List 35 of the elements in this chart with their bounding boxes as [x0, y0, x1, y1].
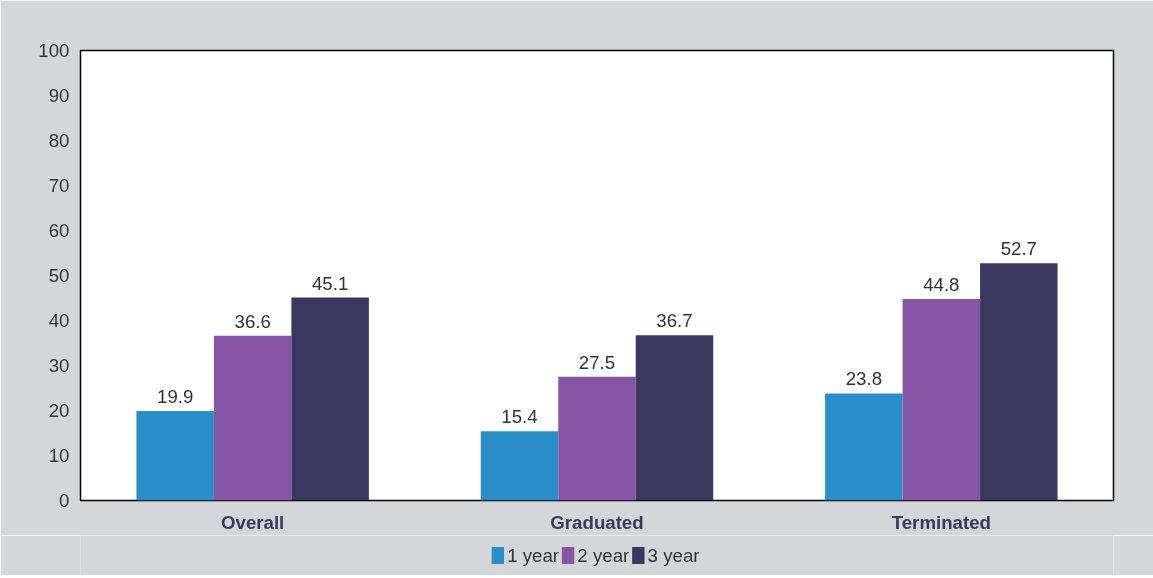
y-tick-label: 50: [48, 265, 70, 286]
bar: [213, 335, 292, 501]
y-tick-label: 10: [48, 445, 70, 466]
bar: [825, 393, 903, 501]
x-tick-label: Overall: [221, 511, 285, 533]
bar: [902, 298, 981, 501]
bar: [635, 335, 714, 501]
y-tick-label: 70: [48, 175, 70, 196]
y-tick-label: 90: [48, 85, 70, 106]
y-tick-label: 0: [59, 490, 70, 511]
y-tick-label: 60: [48, 220, 70, 241]
bar: [136, 410, 214, 501]
data-label: 44.8: [923, 273, 960, 295]
bar: [980, 263, 1058, 501]
y-tick-label: 20: [48, 400, 70, 421]
data-label: 23.8: [845, 368, 883, 390]
data-label: 19.9: [157, 385, 194, 407]
legend-label: 1 year: [507, 545, 559, 566]
data-label: 36.6: [234, 310, 271, 332]
data-label: 15.4: [501, 406, 538, 428]
x-tick-label: Graduated: [550, 511, 644, 533]
x-tick-label: Terminated: [891, 511, 991, 533]
bar: [558, 376, 636, 501]
y-tick-label: 40: [48, 310, 70, 331]
legend-label: 3 year: [647, 545, 700, 566]
y-tick-label: 100: [38, 40, 70, 61]
legend-label: 2 year: [577, 545, 630, 566]
y-tick-label: 30: [48, 355, 70, 376]
bar: [480, 431, 559, 501]
data-label: 27.5: [578, 351, 616, 373]
data-label: 52.7: [1000, 238, 1037, 260]
data-label: 45.1: [311, 272, 349, 294]
y-tick-label: 80: [48, 130, 70, 151]
data-label: 36.7: [656, 310, 693, 332]
bar: [291, 297, 369, 501]
